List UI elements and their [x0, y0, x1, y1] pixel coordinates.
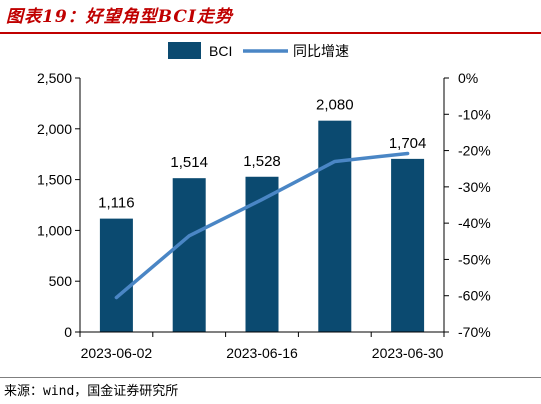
- legend-yoy-label: 同比增速: [293, 43, 349, 59]
- bci-data-label: 1,704: [389, 135, 427, 152]
- right-tick-label: -40%: [458, 215, 491, 231]
- bci-data-label: 1,528: [243, 153, 281, 170]
- right-y-axis: -70% -60% -50% -40% -30% -20% -10% 0%: [443, 70, 491, 340]
- yoy-line: [114, 151, 410, 300]
- left-y-axis: 0 500 1,000 1,500 2,000 2,500: [37, 70, 81, 340]
- yoy-line-path: [114, 151, 410, 300]
- right-tick-label: -70%: [458, 324, 491, 340]
- bci-data-label: 1,116: [98, 195, 134, 212]
- legend-bci-label: BCI: [209, 43, 232, 59]
- bci-chart: BCI 同比增速 0 500 1,000 1,500 2,000 2,500 -70% -60…: [37, 42, 491, 361]
- x-axis: 2023-06-02 2023-06-16 2023-06-30: [79, 331, 445, 361]
- bci-bars: [99, 120, 425, 332]
- x-tick-label: 2023-06-16: [226, 345, 298, 361]
- left-tick-label: 500: [49, 273, 73, 289]
- right-tick-label: -50%: [458, 251, 491, 267]
- data-labels: 1,116 1,514 1,528 2,080 1,704: [98, 97, 426, 212]
- right-tick-label: -20%: [458, 143, 491, 159]
- right-tick-label: -30%: [458, 179, 491, 195]
- left-tick-label: 0: [64, 324, 72, 340]
- source-note: 来源：wind，国金证券研究所: [4, 384, 179, 399]
- legend-bci-swatch: [168, 42, 201, 59]
- bci-bar: [318, 120, 352, 332]
- right-tick-label: 0%: [458, 70, 478, 86]
- bci-data-label: 1,514: [170, 154, 208, 171]
- right-tick-label: -60%: [458, 288, 491, 304]
- x-tick-label: 2023-06-02: [81, 345, 153, 361]
- left-tick-label: 2,000: [37, 121, 72, 137]
- title-divider: [0, 32, 541, 34]
- x-tick-label: 2023-06-30: [372, 345, 444, 361]
- left-tick-label: 1,500: [37, 172, 72, 188]
- bci-bar: [172, 178, 206, 332]
- source-divider: [0, 377, 541, 378]
- chart-title: 图表19：好望角型BCI走势: [6, 7, 233, 27]
- chart-legend: BCI 同比增速: [168, 42, 349, 59]
- left-tick-label: 1,000: [37, 222, 72, 238]
- left-tick-label: 2,500: [37, 70, 72, 86]
- bci-bar: [245, 176, 279, 332]
- right-tick-label: -10%: [458, 106, 491, 122]
- bci-bar: [99, 218, 133, 332]
- bci-bar: [391, 158, 425, 332]
- bci-data-label: 2,080: [316, 97, 354, 114]
